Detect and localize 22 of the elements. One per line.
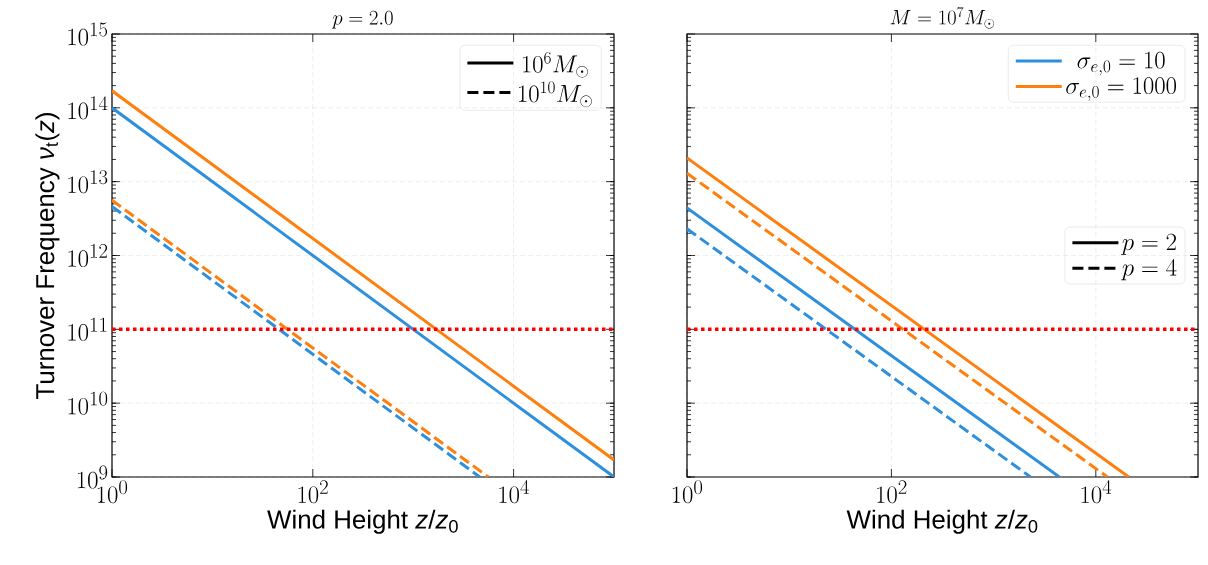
y-tick-label: $10^{13}$ xyxy=(68,170,108,194)
x-axis-title: Wind Height z/z$_{0}$ xyxy=(846,509,1038,534)
legend-label: $\sigma_{e,0} = 1000$ xyxy=(1066,77,1176,101)
legend-label: $p = 2$ xyxy=(1121,233,1176,255)
y-tick-label: $10^{10}$ xyxy=(68,391,108,415)
y-axis-title: Turnover Frequency ν$_{t}$(z) xyxy=(35,113,60,399)
x-axis-title: Wind Height z/z$_{0}$ xyxy=(267,509,458,534)
legend-label: $10^{6} M_\odot$ xyxy=(522,51,588,78)
chart-title: $M =10^{7} M_\odot$ xyxy=(890,6,995,29)
y-tick-label: $10^{12}$ xyxy=(68,243,108,268)
legend-label: $10^{10} M_\odot$ xyxy=(519,81,592,108)
y-tick-label: $10^{11}$ xyxy=(68,317,107,341)
x-tick-label: $10^{0}$ xyxy=(672,480,703,504)
x-tick-label: $10^{4}$ xyxy=(1081,480,1112,504)
chart-title: $p = 2.0$ xyxy=(331,10,393,29)
x-tick-label: $10^{2}$ xyxy=(877,480,907,504)
y-tick-label: $10^{14}$ xyxy=(68,96,108,120)
legend-label: $p = 4$ xyxy=(1121,258,1177,281)
y-tick-label: $10^{15}$ xyxy=(68,22,108,46)
x-tick-label: $10^{2}$ xyxy=(298,480,328,504)
legend-label: $\sigma_{e,0} = 10$ xyxy=(1077,51,1165,76)
x-tick-label: $10^{4}$ xyxy=(499,480,530,504)
